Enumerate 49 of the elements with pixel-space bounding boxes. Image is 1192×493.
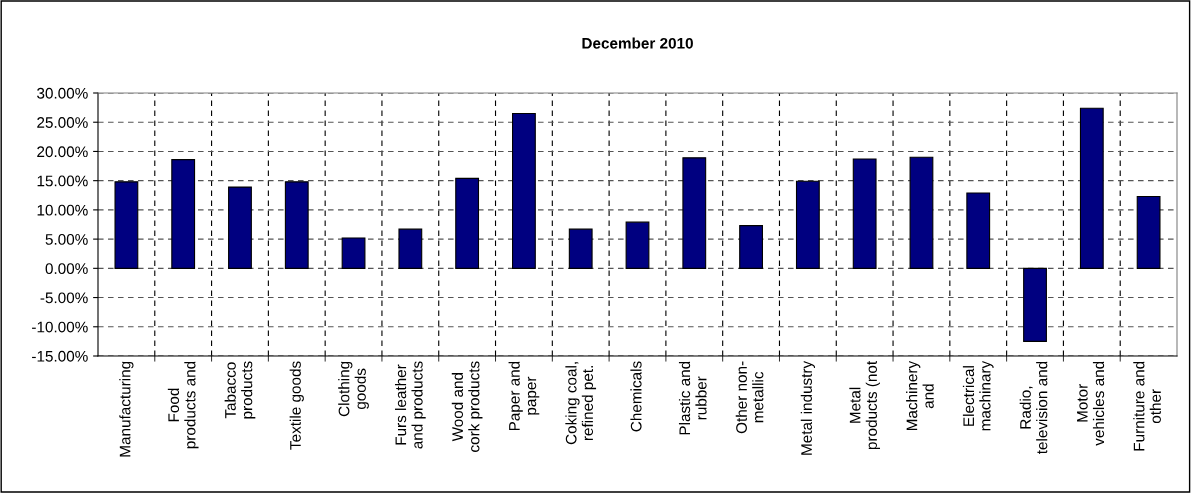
x-tick-label: Other non- metallic [735,361,764,434]
bar [568,228,593,269]
y-tick-label: 25.00% [37,117,88,128]
y-tick-label: -5.00% [40,292,88,304]
x-tick-label: Coking coal, refined pet. [565,362,597,445]
x-tick-label: Manufacturing [119,361,134,457]
bar [852,158,877,269]
x-tick-label: Paper and paper [508,361,540,431]
y-tick-label: 5.00% [45,233,88,245]
bar [284,181,309,269]
x-tick-label: Food products and [167,361,199,449]
bar [171,159,196,269]
x-tick-label: Clothing goods [338,361,369,417]
bar [114,181,139,269]
y-tick-label: -10.00% [32,321,88,333]
bar [1023,267,1047,342]
x-tick-label: Furniture and other [1133,361,1161,451]
bar [455,177,480,269]
y-tick-label: 15.00% [37,175,88,187]
bar [909,156,934,269]
bar [398,228,423,269]
x-tick-label: Tabacco products [224,361,256,419]
y-tick-label: 30.00% [37,87,88,99]
x-tick-label: Machinery and [906,360,934,431]
y-tick-label: -15.00% [32,350,88,362]
y-tick-label: 0.00% [45,263,88,275]
x-tick-label: Radio, television and [1019,361,1048,455]
x-tick-label: Textile goods [289,361,304,450]
bar [795,180,820,269]
bar [682,157,707,269]
bar [1136,195,1161,269]
x-tick-label: Metal industry [800,360,815,455]
x-tick-label: Furs leather and products [394,361,426,449]
x-tick-label: Chemicals [630,361,642,432]
y-tick-label: 20.00% [37,146,88,158]
bar [341,237,366,269]
x-tick-label: Metal products (not [849,360,881,450]
bar [228,186,252,269]
bar [739,225,763,269]
bar [512,112,536,269]
bar [625,221,650,269]
x-tick-label: Plastic and rubber [678,361,707,435]
chart-title: December 2010 [582,37,693,49]
bar [1079,107,1104,269]
x-tick-label: Electrical machinary [962,360,994,431]
x-tick-label: Motor vehicles and [1077,361,1105,446]
bar [966,192,991,269]
y-tick-label: 10.00% [37,204,88,216]
x-tick-label: Wood and cork products [451,361,483,452]
